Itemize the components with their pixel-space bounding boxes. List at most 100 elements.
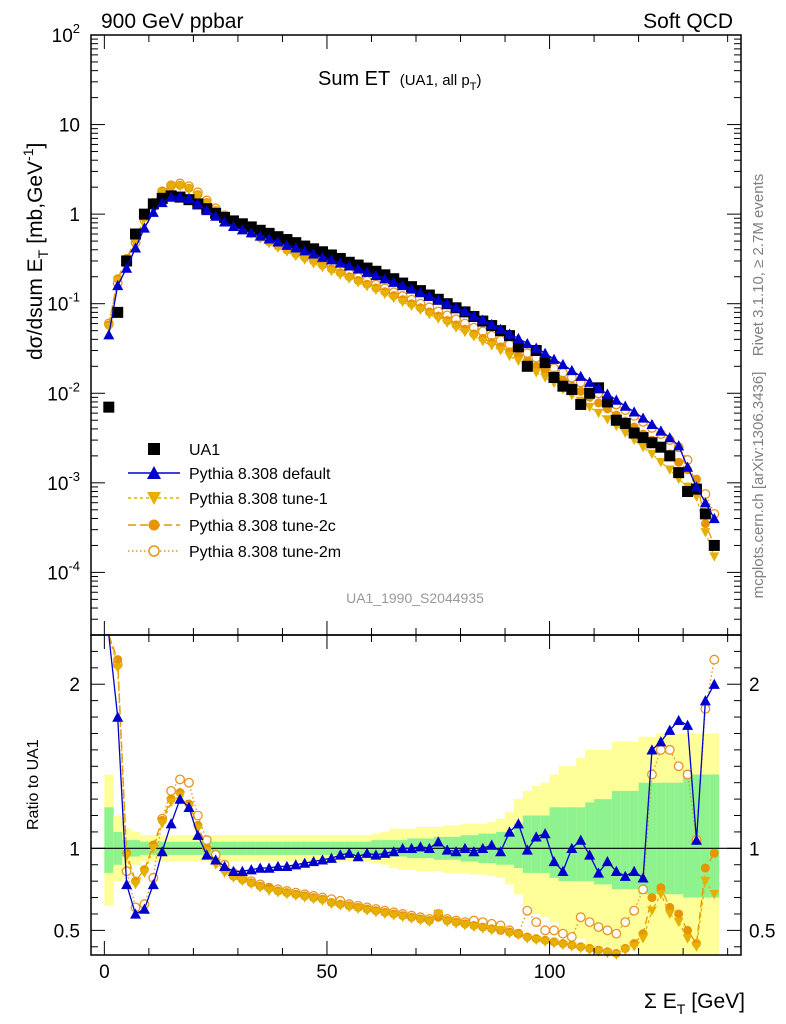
- default-ratio-point: [210, 854, 222, 865]
- tune2c-main-point: [674, 457, 684, 467]
- default-main-point: [236, 224, 248, 235]
- y-axis-label-ratio: Ratio to UA1: [25, 739, 42, 830]
- tune2m-ratio-point: [673, 761, 684, 772]
- y-tick-label-base: 10: [47, 563, 68, 584]
- tune1-main-point: [183, 184, 194, 195]
- chart-title-sub-close: ): [476, 72, 481, 89]
- default-main-point: [299, 245, 311, 256]
- default-ratio-point: [138, 903, 150, 914]
- y-tick-label-exponent: -4: [68, 558, 80, 573]
- default-main-point: [147, 206, 159, 217]
- tune1-ratio-point: [593, 947, 604, 957]
- y-tick-label-main: 10-1: [47, 290, 80, 316]
- ua1-main-point: [103, 401, 115, 413]
- tune2c-ratio-point: [647, 893, 657, 903]
- default-ratio-point: [690, 834, 702, 845]
- tune1-ratio-point: [157, 819, 168, 829]
- tune1-ratio-point: [549, 939, 560, 949]
- default-main-point: [165, 191, 177, 202]
- band-inner: [683, 774, 693, 898]
- default-ratio-point: [370, 849, 382, 860]
- tune2m-main-line: [108, 182, 715, 515]
- legend-label-default: Pythia 8.308 default: [189, 466, 331, 483]
- default-ratio-point: [343, 847, 355, 858]
- default-ratio-point: [308, 855, 320, 867]
- y-tick-label-main: 10-2: [47, 379, 80, 405]
- ua1-main-point: [575, 398, 587, 410]
- tune2m-ratio-point: [566, 931, 577, 942]
- y-tick-label-main: 10: [59, 116, 80, 137]
- ua1-main-point: [521, 360, 533, 372]
- analysis-id: UA1_1990_S2044935: [346, 590, 484, 606]
- default-ratio-point: [503, 826, 515, 837]
- y-tick-label-ratio: 1: [69, 839, 80, 860]
- default-main-point: [423, 290, 435, 301]
- tune1-ratio-point: [255, 883, 266, 893]
- band-inner: [638, 782, 649, 895]
- default-main-point: [530, 342, 542, 353]
- ua1-main-point: [147, 198, 159, 210]
- tune1-main-point: [175, 181, 186, 192]
- default-ratio-point: [441, 844, 453, 855]
- tune1-ratio-point: [237, 876, 248, 887]
- default-ratio-point: [156, 846, 168, 857]
- default-ratio-point: [450, 846, 462, 857]
- tune2m-ratio-point: [575, 912, 586, 923]
- default-ratio-point: [682, 719, 694, 730]
- default-ratio-point: [548, 855, 560, 867]
- tune1-main-point: [317, 263, 328, 273]
- default-main-point: [450, 302, 462, 313]
- band-inner: [522, 815, 533, 873]
- tune1-ratio-point: [362, 906, 373, 916]
- tune1-main-point: [593, 408, 604, 419]
- default-main-point: [566, 364, 578, 376]
- chart-title-sub: (UA1, all p: [400, 72, 470, 89]
- legend-entry-tune2c: Pythia 8.308 tune-2c: [128, 518, 336, 535]
- tune2m-ratio-point: [638, 884, 649, 895]
- tune1-ratio-point: [673, 917, 684, 928]
- tune1-main-point: [299, 255, 310, 265]
- default-ratio-point: [112, 711, 124, 722]
- tune2m-ratio-point: [593, 922, 604, 933]
- tune2c-main-point: [594, 398, 604, 408]
- default-ratio-point: [263, 862, 275, 873]
- default-ratio-point: [317, 854, 329, 865]
- default-main-point: [379, 273, 391, 284]
- default-main-point: [699, 497, 711, 508]
- tune2m-ratio-point: [655, 744, 666, 755]
- tune1-ratio-point: [468, 922, 479, 933]
- tune2c-ratio-point: [683, 925, 693, 935]
- default-main-point: [201, 204, 213, 216]
- default-ratio-point: [130, 908, 142, 919]
- tune1-main-point: [468, 332, 479, 342]
- tune1-main-point: [459, 327, 470, 338]
- default-ratio-point: [557, 865, 569, 876]
- legend-label-tune2m: Pythia 8.308 tune-2m: [189, 544, 341, 561]
- ua1-main-point: [673, 467, 685, 479]
- default-main-point: [156, 196, 168, 208]
- tune1-ratio-point: [459, 921, 470, 931]
- ua1-main-point: [708, 539, 720, 551]
- y-tick-label-base: 10: [47, 474, 68, 495]
- y-tick-label-exponent: 2: [73, 21, 80, 36]
- tune1-main-point: [602, 415, 613, 425]
- default-ratio-point: [646, 744, 658, 755]
- y-tick-label-main: 1: [69, 205, 80, 226]
- tune2m-ratio-point: [540, 925, 551, 936]
- tune2m-ratio-point: [629, 905, 640, 916]
- default-ratio-point: [406, 842, 418, 854]
- ua1-main-point: [584, 387, 596, 399]
- default-main-point: [370, 269, 382, 281]
- default-ratio-point: [628, 865, 640, 876]
- default-main-point: [690, 481, 702, 492]
- tune1-main-point: [424, 310, 435, 320]
- tune1-main-point: [433, 314, 444, 324]
- tune1-ratio-point: [682, 934, 693, 944]
- x-tick-label: 50: [316, 962, 337, 983]
- default-main-point: [682, 461, 694, 472]
- default-main-point: [432, 294, 444, 305]
- tune1-main-point: [326, 267, 337, 277]
- ua1-main-point: [130, 228, 142, 240]
- default-ratio-point: [299, 857, 311, 868]
- default-main-point: [628, 406, 640, 417]
